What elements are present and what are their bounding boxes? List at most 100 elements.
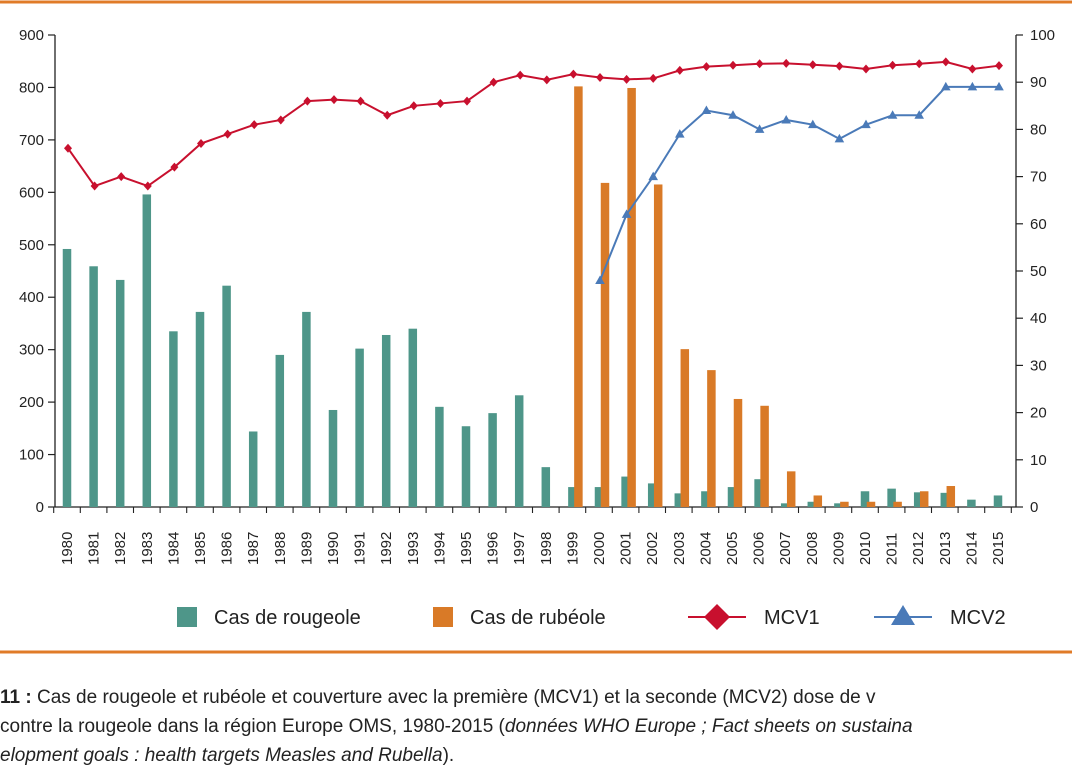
y-tick-label-left: 200 <box>19 394 44 411</box>
x-tick-label: 1985 <box>192 532 209 565</box>
mcv1-point <box>808 60 817 70</box>
bar-measles <box>860 491 870 507</box>
bar-measles <box>89 266 98 507</box>
bar-rubella <box>813 495 823 507</box>
x-tick-label: 1983 <box>139 532 156 565</box>
x-tick-label: 2007 <box>777 532 794 565</box>
bar-measles <box>488 413 497 507</box>
caption-text-2: contre la rougeole dans la région Europe… <box>0 716 505 737</box>
mcv1-point <box>649 73 658 83</box>
x-tick-label: 2012 <box>910 532 927 565</box>
mcv2-point <box>808 119 818 129</box>
x-tick-label: 1990 <box>325 532 342 565</box>
mcv1-point <box>356 96 365 106</box>
y-tick-label-right: 80 <box>1030 121 1047 138</box>
bar-measles <box>807 501 817 507</box>
x-tick-label: 2001 <box>618 532 635 565</box>
mcv1-point <box>223 129 232 139</box>
mcv1-point <box>995 61 1003 71</box>
mcv1-point <box>250 120 259 130</box>
x-tick-label: 1989 <box>298 532 315 565</box>
bar-rubella <box>627 87 636 508</box>
mcv2-point <box>887 110 898 119</box>
x-tick-label: 1994 <box>431 532 448 565</box>
mcv1-point <box>755 59 764 69</box>
mcv2-point <box>967 81 978 91</box>
x-tick-label: 1982 <box>112 532 129 565</box>
x-tick-label: 1993 <box>405 532 422 565</box>
mcv1-point <box>463 96 471 106</box>
y-tick-label-right: 40 <box>1030 310 1047 327</box>
y-tick-label-right: 20 <box>1030 405 1047 422</box>
bar-rubella <box>840 501 849 507</box>
bars <box>62 86 1003 508</box>
bar-measles <box>940 492 950 507</box>
caption-source-title: elopment goals : health targets Measles … <box>0 745 443 766</box>
x-tick-label: 1981 <box>86 532 103 565</box>
mcv1-point <box>117 172 126 182</box>
x-tick-label: 2008 <box>804 532 821 565</box>
bar-measles <box>913 492 923 507</box>
bar-measles <box>302 311 311 507</box>
caption-text-3: ). <box>442 745 455 766</box>
bar-measles <box>222 285 231 507</box>
x-tick-label: 1998 <box>538 532 555 565</box>
x-tick-label: 2013 <box>937 532 954 565</box>
mcv2-point <box>728 110 738 119</box>
lines <box>64 57 1004 284</box>
mcv1-point <box>90 181 99 191</box>
x-tick-label: 2014 <box>963 532 980 565</box>
bar-measles <box>727 487 737 507</box>
mcv1-point <box>888 60 897 70</box>
mcv1-point <box>542 75 551 85</box>
mcv2-point <box>595 275 605 284</box>
y-tick-label-left: 300 <box>19 342 44 359</box>
x-tick-label: 2009 <box>830 532 847 565</box>
bar-measles <box>275 354 285 507</box>
bar-rubella <box>653 184 663 507</box>
mcv1-point <box>143 181 152 191</box>
bar-measles <box>195 311 205 507</box>
caption-source: données WHO Europe ; Fact sheets on sust… <box>504 716 913 737</box>
mcv1-point <box>569 69 578 79</box>
mcv2-point <box>781 114 791 124</box>
legend-marker-mcv1 <box>704 604 730 630</box>
bar-rubella <box>574 86 583 507</box>
x-tick-label: 1987 <box>245 532 262 565</box>
caption-text-1: Cas de rougeole et rubéole et couverture… <box>31 687 876 708</box>
bar-rubella <box>893 501 902 507</box>
y-tick-label-left: 500 <box>19 237 44 254</box>
x-tick-label: 2011 <box>884 533 901 565</box>
x-tick-label: 1986 <box>219 532 236 565</box>
legend-swatch-measles <box>177 607 197 627</box>
bar-measles <box>674 493 684 507</box>
y-tick-label-left: 100 <box>19 447 44 464</box>
x-tick-label: 2004 <box>697 532 714 565</box>
mcv1-point <box>915 59 924 69</box>
axes: 0 100 200 300 400 500 600 700 800 900 0 10 20 30 40 50 6… <box>19 27 1055 565</box>
bar-measles <box>142 194 152 508</box>
bar-rubella <box>707 370 716 507</box>
x-tick-label: 1999 <box>564 532 581 565</box>
mcv1-point <box>782 58 791 68</box>
y-tick-label-left: 400 <box>19 289 44 306</box>
bar-measles <box>328 409 338 507</box>
mcv1-point <box>489 77 498 87</box>
mcv1-point <box>170 162 179 172</box>
legend-label: Cas de rubéole <box>470 607 606 629</box>
mcv2-line <box>599 85 999 281</box>
x-tick-label: 1984 <box>165 532 182 565</box>
mcv1-point <box>303 96 312 106</box>
legend-label: MCV2 <box>950 607 1006 629</box>
bar-measles <box>248 431 258 507</box>
legend: Cas de rougeole Cas de rubéole MCV1 MCV2 <box>177 604 1006 630</box>
x-tick-label: 2002 <box>644 532 661 565</box>
bar-measles <box>568 487 577 507</box>
mcv1-point <box>862 64 870 74</box>
mcv2-point <box>621 209 632 218</box>
bar-rubella <box>680 349 690 507</box>
y-tick-label-right: 30 <box>1030 357 1047 374</box>
y-tick-label-left: 700 <box>19 132 44 149</box>
bar-rubella <box>786 471 796 507</box>
mcv1-point <box>197 139 205 149</box>
